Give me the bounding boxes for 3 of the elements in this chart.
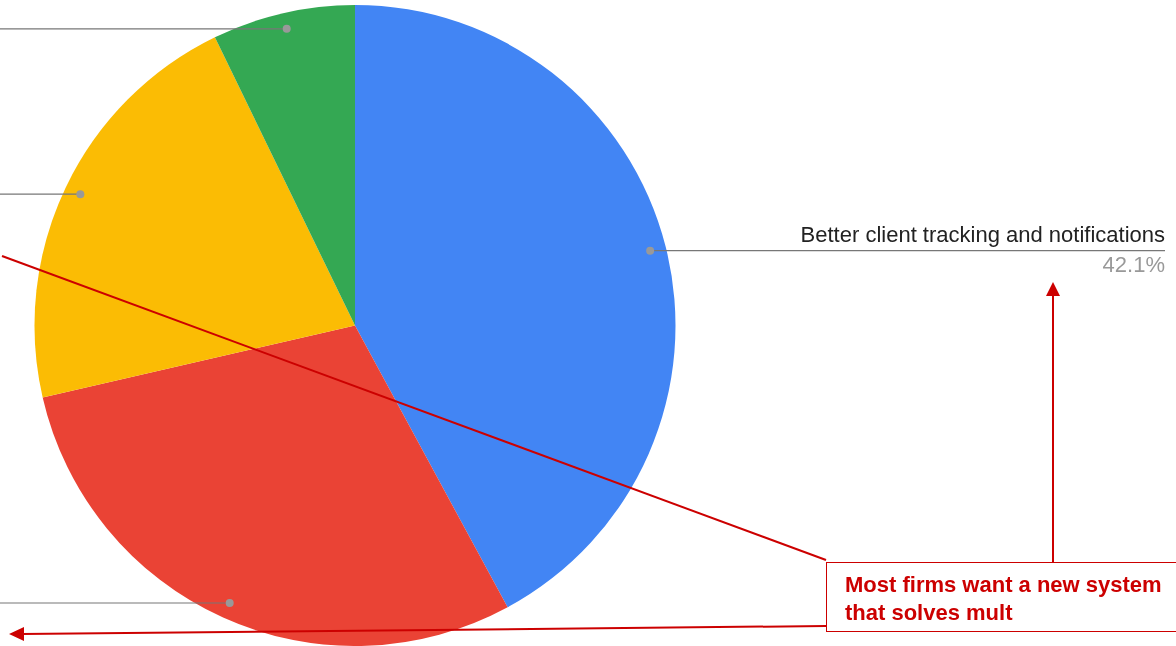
- text: Most firms want a new system that solves mult: [826, 562, 1176, 632]
- data-label: 42.1%: [1102, 251, 1165, 277]
- slice-label: Better client tracking and notifications: [800, 221, 1165, 247]
